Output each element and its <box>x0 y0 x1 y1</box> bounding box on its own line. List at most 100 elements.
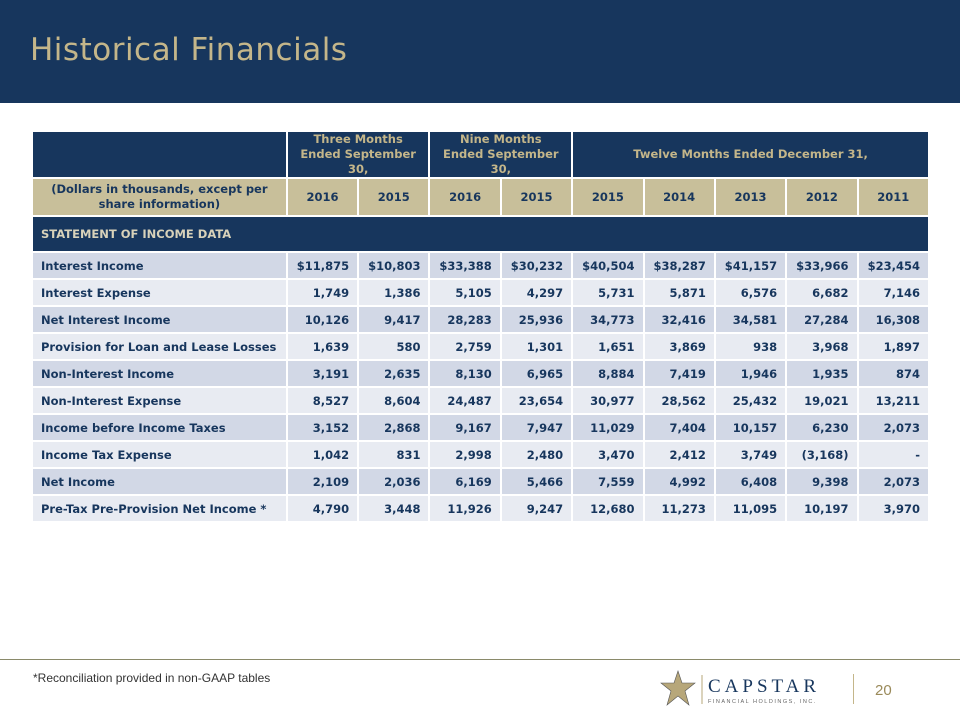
value-cell: 10,197 <box>785 494 859 523</box>
year-header-row: (Dollars in thousands, except per share … <box>31 177 931 217</box>
star-icon <box>660 670 696 706</box>
value-cell: 9,417 <box>357 305 431 334</box>
value-cell: 2,036 <box>357 467 431 496</box>
value-cell: 11,273 <box>642 494 716 523</box>
year-header: 2015 <box>571 177 645 217</box>
value-cell: 8,604 <box>357 386 431 415</box>
value-cell: 1,935 <box>785 359 859 388</box>
value-cell: 30,977 <box>571 386 645 415</box>
value-cell: 1,946 <box>713 359 788 388</box>
value-cell: 2,998 <box>428 440 502 469</box>
value-cell: $33,388 <box>428 251 502 280</box>
value-cell: - <box>856 440 931 469</box>
units-label: (Dollars in thousands, except per share … <box>31 177 288 217</box>
value-cell: 3,191 <box>285 359 360 388</box>
value-cell: 5,871 <box>642 278 716 307</box>
value-cell: 5,466 <box>499 467 574 496</box>
value-cell: 7,404 <box>642 413 716 442</box>
value-cell: 25,936 <box>499 305 574 334</box>
value-cell: 11,029 <box>571 413 645 442</box>
value-cell: 11,095 <box>713 494 788 523</box>
value-cell: 32,416 <box>642 305 716 334</box>
value-cell: 24,487 <box>428 386 502 415</box>
row-label: Interest Income <box>31 251 288 280</box>
section-title: STATEMENT OF INCOME DATA <box>31 215 930 253</box>
value-cell: 25,432 <box>713 386 788 415</box>
table-row: Net Interest Income 10,126 9,417 28,283 25,9… <box>31 305 931 334</box>
value-cell: $10,803 <box>357 251 431 280</box>
table-row: Non-Interest Income 3,191 2,635 8,130 6,965 8… <box>31 359 931 388</box>
value-cell: 1,639 <box>285 332 360 361</box>
value-cell: 9,167 <box>428 413 502 442</box>
svg-text:FINANCIAL HOLDINGS, INC.: FINANCIAL HOLDINGS, INC. <box>708 699 817 705</box>
value-cell: 8,130 <box>428 359 502 388</box>
value-cell: 3,470 <box>571 440 645 469</box>
value-cell: 1,749 <box>285 278 360 307</box>
row-label: Non-Interest Income <box>31 359 288 388</box>
value-cell: 12,680 <box>571 494 645 523</box>
table-row: Pre-Tax Pre-Provision Net Income * 4,790 3… <box>31 494 931 523</box>
value-cell: 2,109 <box>285 467 360 496</box>
row-label: Net Income <box>31 467 288 496</box>
value-cell: 4,790 <box>285 494 360 523</box>
value-cell: 6,965 <box>499 359 574 388</box>
value-cell: 938 <box>713 332 788 361</box>
value-cell: 34,773 <box>571 305 645 334</box>
value-cell: 34,581 <box>713 305 788 334</box>
blank-header-cell <box>31 130 288 179</box>
table-row: Income Tax Expense 1,042 831 2,998 2,480 3,47… <box>31 440 931 469</box>
row-label: Net Interest Income <box>31 305 288 334</box>
value-cell: 9,247 <box>499 494 574 523</box>
value-cell: 2,073 <box>856 467 931 496</box>
value-cell: 7,419 <box>642 359 716 388</box>
footer-divider <box>0 659 960 660</box>
value-cell: 27,284 <box>785 305 859 334</box>
value-cell: 28,562 <box>642 386 716 415</box>
value-cell: 6,576 <box>713 278 788 307</box>
value-cell: 4,297 <box>499 278 574 307</box>
value-cell: 7,559 <box>571 467 645 496</box>
value-cell: 7,146 <box>856 278 931 307</box>
value-cell: 1,897 <box>856 332 931 361</box>
value-cell: 3,869 <box>642 332 716 361</box>
year-header: 2016 <box>285 177 360 217</box>
value-cell: 3,152 <box>285 413 360 442</box>
year-header: 2013 <box>713 177 788 217</box>
year-header: 2012 <box>785 177 859 217</box>
value-cell: $30,232 <box>499 251 574 280</box>
table-row: Provision for Loan and Lease Losses 1,639… <box>31 332 931 361</box>
value-cell: 5,105 <box>428 278 502 307</box>
value-cell: 3,970 <box>856 494 931 523</box>
value-cell: 3,448 <box>357 494 431 523</box>
row-label: Pre-Tax Pre-Provision Net Income * <box>31 494 288 523</box>
table-row: Income before Income Taxes 3,152 2,868 9,16… <box>31 413 931 442</box>
value-cell: 1,042 <box>285 440 360 469</box>
year-header: 2016 <box>428 177 502 217</box>
table-row: Interest Income $11,875 $10,803 $33,388 $30,… <box>31 251 931 280</box>
value-cell: 2,635 <box>357 359 431 388</box>
value-cell: 6,408 <box>713 467 788 496</box>
value-cell: 1,301 <box>499 332 574 361</box>
value-cell: $40,504 <box>571 251 645 280</box>
row-label: Non-Interest Expense <box>31 386 288 415</box>
table-row: Non-Interest Expense 8,527 8,604 24,487 23,6… <box>31 386 931 415</box>
group-header-row: Three Months Ended September 30, Nine Mo… <box>31 130 930 179</box>
value-cell: 11,926 <box>428 494 502 523</box>
capstar-logo: CAPSTAR FINANCIAL HOLDINGS, INC. <box>660 670 817 706</box>
year-header: 2011 <box>856 177 931 217</box>
row-label: Income before Income Taxes <box>31 413 288 442</box>
value-cell: 7,947 <box>499 413 574 442</box>
table-row: Net Income 2,109 2,036 6,169 5,466 7,559 4,992… <box>31 467 931 496</box>
value-cell: 1,386 <box>357 278 431 307</box>
value-cell: 2,480 <box>499 440 574 469</box>
value-cell: 10,157 <box>713 413 788 442</box>
row-label: Provision for Loan and Lease Losses <box>31 332 288 361</box>
value-cell: 8,884 <box>571 359 645 388</box>
year-header: 2015 <box>357 177 431 217</box>
section-header-row: STATEMENT OF INCOME DATA <box>31 215 930 253</box>
footer-separator <box>853 674 854 704</box>
value-cell: 6,230 <box>785 413 859 442</box>
value-cell: 2,412 <box>642 440 716 469</box>
page-number: 20 <box>875 682 892 699</box>
value-cell: 580 <box>357 332 431 361</box>
